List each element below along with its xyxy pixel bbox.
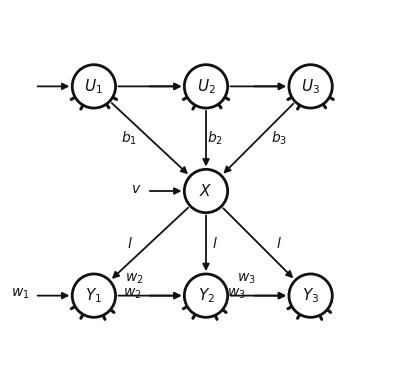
Text: $U_1$: $U_1$: [84, 77, 103, 96]
Circle shape: [184, 169, 228, 213]
Circle shape: [289, 274, 332, 317]
Text: $w_1$: $w_1$: [11, 286, 29, 301]
Circle shape: [72, 274, 116, 317]
Circle shape: [72, 65, 116, 108]
Text: $l$: $l$: [276, 236, 282, 251]
Text: $U_3$: $U_3$: [301, 77, 320, 96]
Text: $U_2$: $U_2$: [197, 77, 215, 96]
Text: $l$: $l$: [213, 236, 218, 251]
Text: $b_3$: $b_3$: [271, 130, 287, 147]
Text: $b_1$: $b_1$: [122, 130, 138, 147]
Text: $Y_1$: $Y_1$: [85, 286, 103, 305]
Circle shape: [289, 65, 332, 108]
Text: $Y_2$: $Y_2$: [197, 286, 215, 305]
Text: $v$: $v$: [131, 182, 141, 196]
Text: $w_2$: $w_2$: [123, 286, 141, 301]
Text: $X$: $X$: [199, 183, 213, 199]
Text: $Y_3$: $Y_3$: [302, 286, 319, 305]
Text: $l$: $l$: [126, 236, 132, 251]
Text: $b_2$: $b_2$: [207, 130, 223, 147]
Circle shape: [184, 274, 228, 317]
Text: $w_2$: $w_2$: [125, 272, 143, 286]
Circle shape: [184, 65, 228, 108]
Text: $w_3$: $w_3$: [227, 286, 246, 301]
Text: $w_3$: $w_3$: [237, 272, 256, 286]
